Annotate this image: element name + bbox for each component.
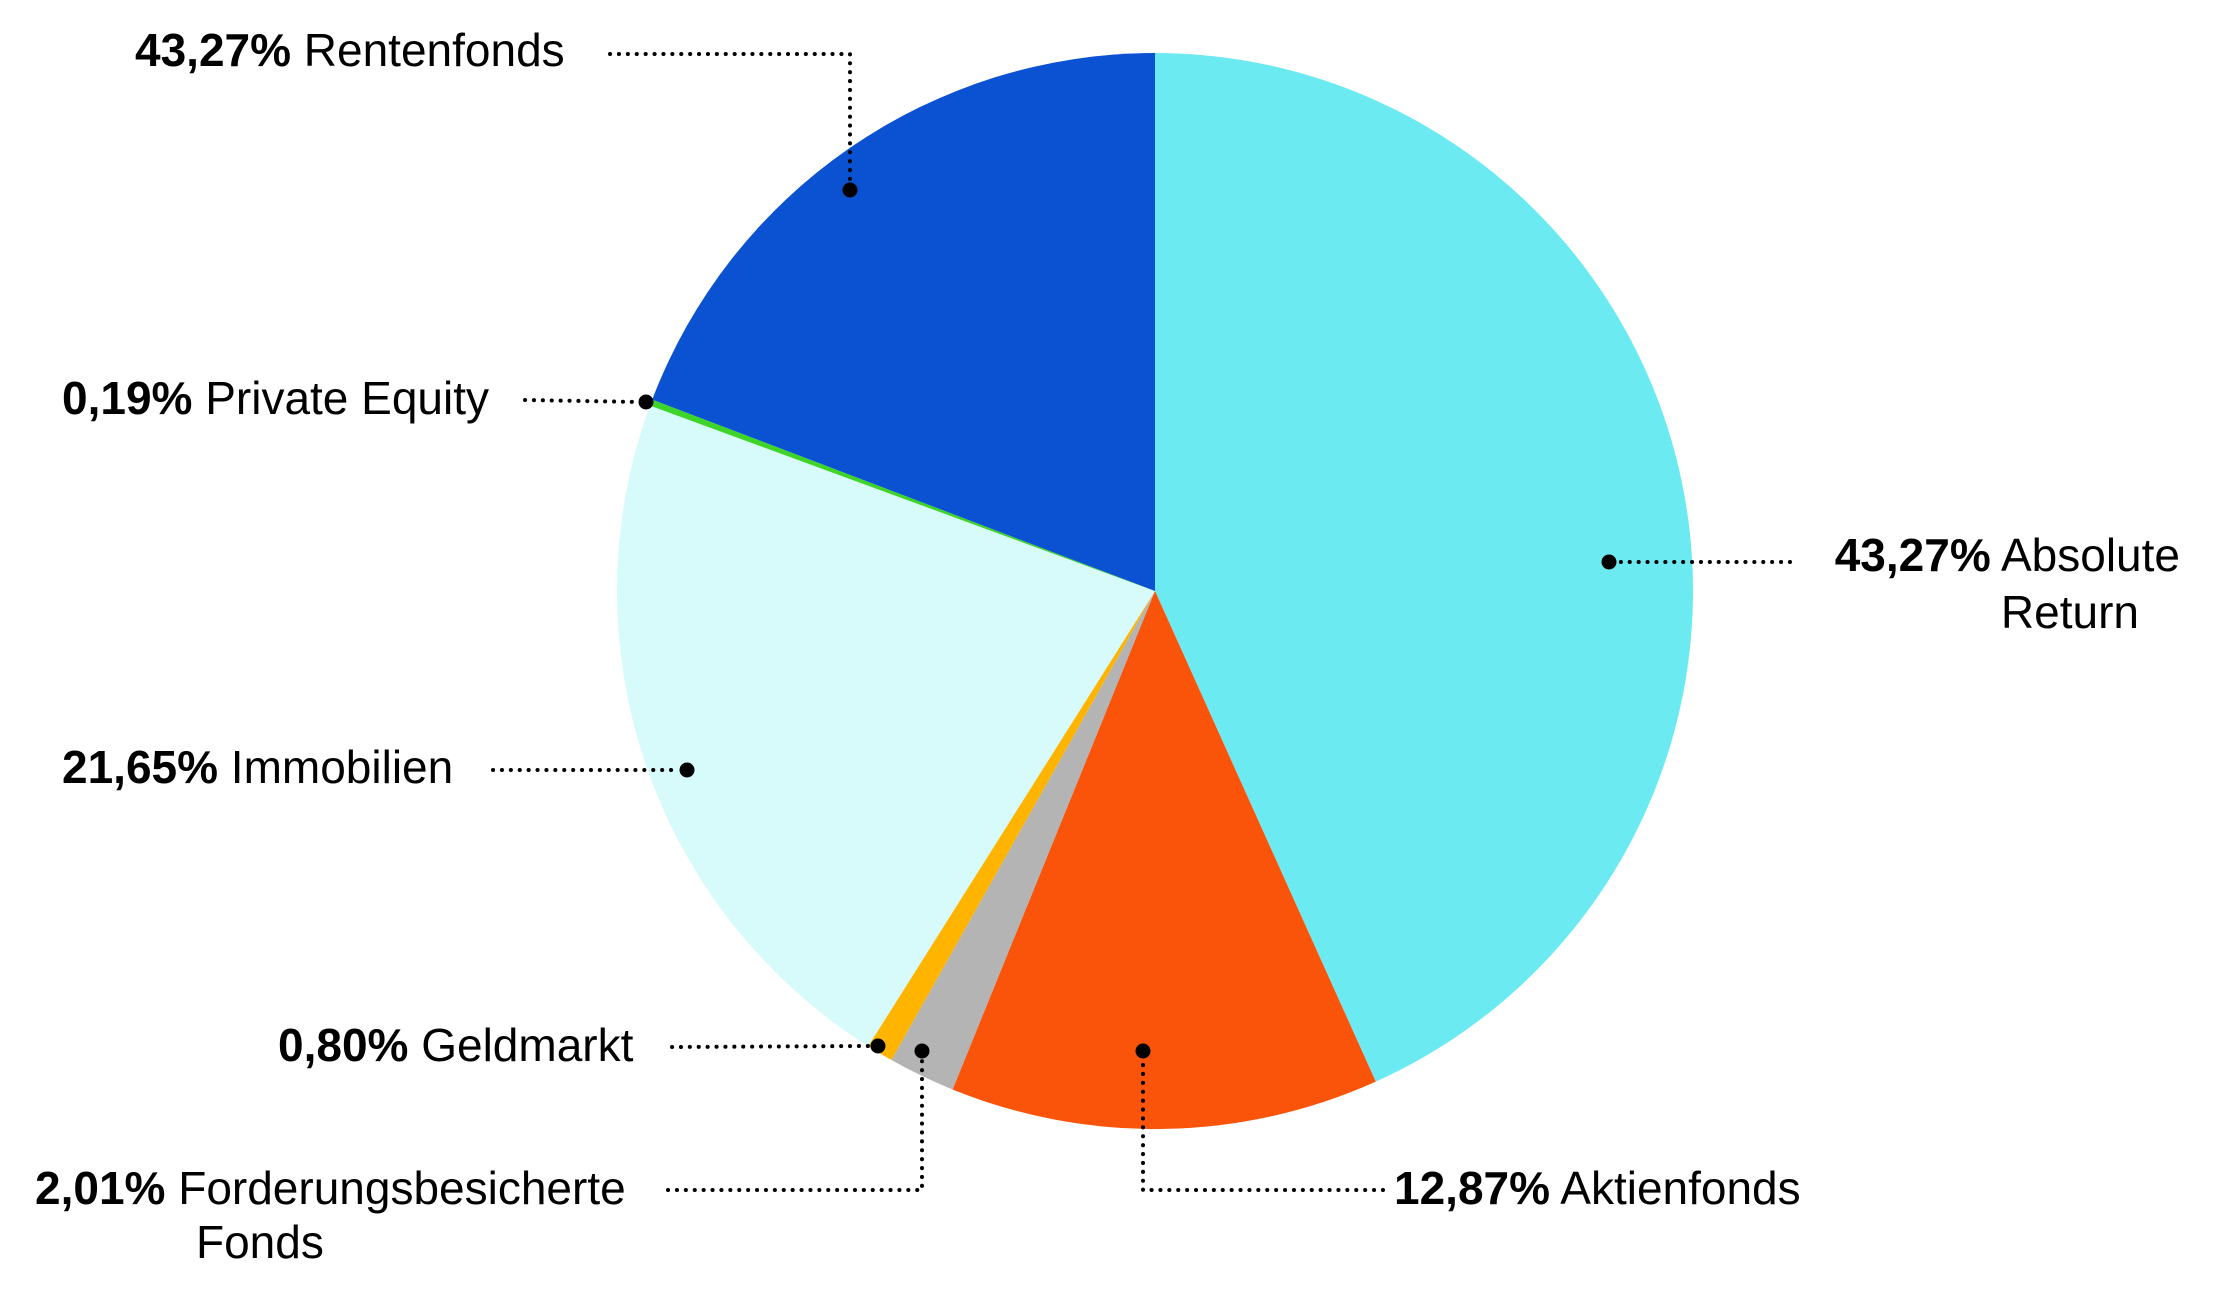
- label-rentenfonds-pct: 43,27%: [135, 24, 292, 76]
- callout-dot-rentenfonds: [842, 182, 858, 198]
- label-forderungsbesicherte-pct: 2,01%: [35, 1162, 166, 1214]
- label-aktienfonds-pct: 12,87%: [1394, 1162, 1551, 1214]
- label-forderungsbesicherte-line2: Fonds: [196, 1216, 324, 1269]
- callout-dot-absolute-return: [1601, 554, 1617, 570]
- pie-slice-geldmarkt: [868, 591, 1155, 1060]
- callout-dot-aktienfonds: [1135, 1043, 1151, 1059]
- pie-slice-forderungsbesicherte-fonds: [891, 591, 1155, 1090]
- label-aktienfonds-name: Aktienfonds: [1560, 1162, 1801, 1214]
- leader-line-aktienfonds: [1141, 1058, 1385, 1192]
- label-private-equity-pct: 0,19%: [62, 372, 193, 424]
- leader-line-private-equity: [523, 398, 642, 404]
- pie-slices-group: [616, 53, 1693, 1129]
- pie-slice-rentenfonds: [652, 53, 1155, 591]
- label-absolute-return-line2: Return: [2001, 586, 2139, 639]
- label-aktienfonds: 12,87% Aktienfonds: [1394, 1162, 1801, 1215]
- label-absolute-return-line1: 43,27% Absolute: [1835, 529, 2180, 582]
- label-private-equity-name: Private Equity: [205, 372, 490, 424]
- label-immobilien-pct: 21,65%: [62, 741, 219, 793]
- callout-dot-private-equity: [638, 394, 654, 410]
- pie-slice-private-equity: [649, 399, 1155, 591]
- label-private-equity: 0,19% Private Equity: [62, 372, 489, 425]
- label-absolute-return-pct: 43,27%: [1834, 529, 1991, 581]
- label-geldmarkt: 0,80% Geldmarkt: [278, 1019, 633, 1072]
- label-forderungsbesicherte-name: Forderungsbesicherte: [178, 1162, 626, 1214]
- label-geldmarkt-name: Geldmarkt: [421, 1019, 634, 1071]
- label-absolute-return-name: Absolute: [2000, 529, 2180, 581]
- callout-dot-forderung: [914, 1043, 930, 1059]
- pie-slice-aktienfonds: [952, 591, 1376, 1129]
- leader-line-rentenfonds: [608, 52, 852, 185]
- leader-line-geldmarkt: [670, 1044, 870, 1049]
- label-rentenfonds: 43,27% Rentenfonds: [135, 24, 565, 77]
- label-rentenfonds-name: Rentenfonds: [303, 24, 565, 76]
- label-forderungsbesicherte-line1: 2,01% Forderungsbesicherte: [35, 1162, 626, 1215]
- label-absolute-return-name2: Return: [2000, 586, 2139, 638]
- label-immobilien: 21,65% Immobilien: [62, 741, 453, 794]
- pie-slice-immobilien: [616, 405, 1155, 1047]
- callout-dot-immobilien: [679, 762, 695, 778]
- label-immobilien-name: Immobilien: [230, 741, 454, 793]
- pie-slice-absolute-return: [1155, 53, 1693, 1082]
- label-geldmarkt-pct: 0,80%: [278, 1019, 409, 1071]
- callout-dot-geldmarkt: [870, 1038, 886, 1054]
- leader-line-forderung: [666, 1058, 924, 1192]
- label-forderungsbesicherte-name2: Fonds: [196, 1216, 324, 1268]
